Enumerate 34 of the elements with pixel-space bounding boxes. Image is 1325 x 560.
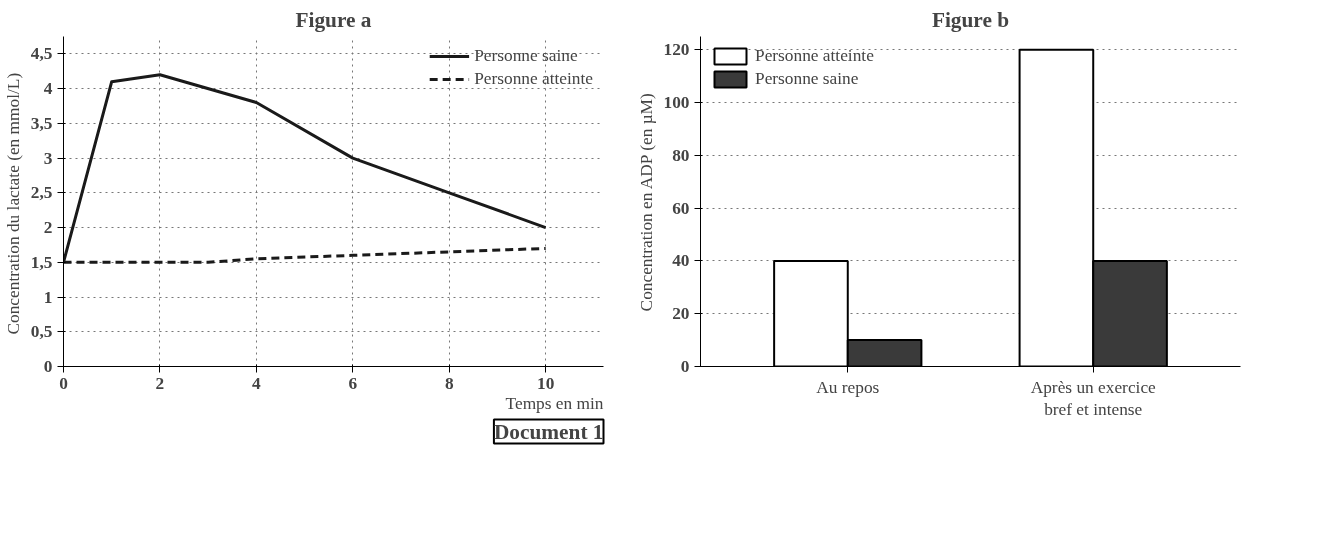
y-tick-label: 3 xyxy=(43,148,53,168)
x-tick-label: Au repos xyxy=(816,377,880,397)
y-tick-label: 120 xyxy=(663,40,690,60)
legend-label: Personne atteinte xyxy=(474,69,593,89)
y-tick-label: 80 xyxy=(672,145,690,165)
y-tick-label: 60 xyxy=(672,198,690,218)
y-tick-label: 1 xyxy=(43,287,53,307)
y-tick-label: 40 xyxy=(672,251,690,271)
y-tick-label: 100 xyxy=(663,93,690,112)
x-tick-label: 0 xyxy=(59,373,68,393)
y-tick-label: 0 xyxy=(680,357,690,376)
y-tick-label: 4,5 xyxy=(30,44,53,64)
y-tick-label: 0,5 xyxy=(30,322,53,342)
x-axis-title: Temps en min xyxy=(505,393,604,413)
chart-title: Figure b xyxy=(931,7,1010,32)
y-tick-label: 4 xyxy=(43,79,53,99)
y-tick-label: 3,5 xyxy=(30,113,53,133)
chart-title: Figure a xyxy=(295,7,372,32)
y-tick-label: 2 xyxy=(43,218,53,238)
x-tick-label: 4 xyxy=(252,373,262,393)
legend-label: Personne saine xyxy=(474,46,578,66)
y-tick-label: 1,5 xyxy=(30,252,53,272)
x-tick-label: 2 xyxy=(155,373,165,393)
x-tick-label: 8 xyxy=(444,373,454,393)
y-tick-label: 0 xyxy=(43,357,53,376)
legend-label: Personne saine xyxy=(755,69,859,89)
x-tick-label: Après un exercice bref et intense xyxy=(1030,377,1157,420)
y-tick-label: 2,5 xyxy=(30,183,53,203)
legend-label: Personne atteinte xyxy=(755,46,874,66)
x-tick-label: 6 xyxy=(348,373,358,393)
x-tick-label: 10 xyxy=(536,373,555,393)
y-tick-label: 20 xyxy=(672,304,690,324)
y-axis-title: Concentration en ADP (en µM) xyxy=(636,92,656,312)
y-axis-title: Concentration du lactate (en mmol/L) xyxy=(3,72,23,335)
